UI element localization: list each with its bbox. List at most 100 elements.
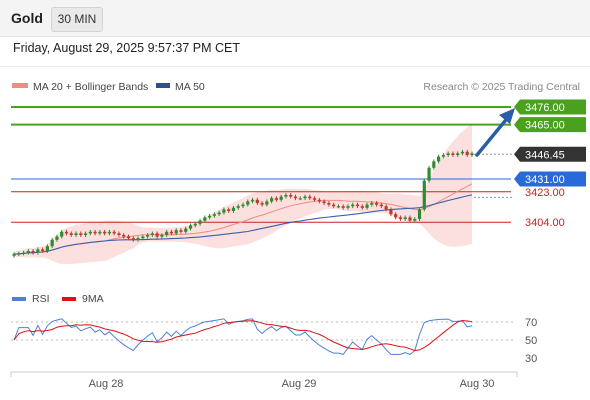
rsi-ma-legend-label: 9MA [82, 293, 104, 305]
candle-body [88, 231, 92, 234]
divider [0, 66, 590, 67]
candle-body [79, 233, 83, 235]
candle-body [193, 223, 197, 226]
support-price-label: 3423.00 [525, 187, 565, 199]
candle-body [303, 196, 307, 199]
ma20-legend-swatch [12, 83, 28, 88]
target-price-label-text: 3465.00 [525, 120, 565, 132]
candle-body [117, 233, 121, 235]
x-axis-label-aug28: Aug 28 [89, 378, 124, 390]
support-price-label-text: 3423.00 [525, 187, 565, 199]
candle-body [174, 230, 178, 234]
rsi-level-70-label: 70 [525, 317, 537, 329]
bollinger-band-fill [14, 123, 472, 265]
rsi-ma-line [13, 319, 473, 352]
candle-body [379, 204, 383, 207]
candle-body [203, 217, 207, 221]
rsi-legend-label: RSI [32, 293, 50, 305]
candle-body [184, 228, 188, 232]
candle-body [222, 209, 226, 213]
pivot-price-label-bg [514, 171, 586, 187]
candle-body [12, 254, 16, 256]
candle-body [274, 198, 278, 200]
ma50-legend-label: MA 50 [175, 81, 205, 93]
rsi-legend-swatch [12, 297, 26, 301]
candle-body [64, 231, 69, 234]
target-price-label-text: 3476.00 [525, 102, 565, 114]
candle-body [255, 199, 259, 203]
x-axis-label-aug30: Aug 30 [460, 378, 495, 390]
candles [12, 149, 474, 258]
candle-body [141, 236, 145, 239]
target-price-label-bg [514, 99, 586, 115]
candle-body [31, 251, 35, 253]
support-price-label-text: 3404.00 [525, 217, 565, 229]
candle-body [293, 196, 298, 199]
timeframe-button[interactable]: 30 MIN [51, 7, 103, 32]
last-price-price-label-text: 3446.45 [525, 149, 565, 161]
x-axis-label-aug29: Aug 29 [282, 378, 317, 390]
candle-body [327, 203, 331, 205]
candle-body [112, 231, 116, 234]
target-price-label-bg [514, 117, 586, 133]
candle-body [437, 156, 441, 162]
candle-body [355, 204, 360, 207]
candle-body [265, 201, 269, 205]
candle-body [417, 209, 422, 219]
target-price-label: 3465.00 [514, 117, 586, 133]
last-price-price-label: 3446.45 [514, 146, 586, 162]
bollinger-band [14, 123, 472, 265]
pivot-price-label-text: 3431.00 [525, 174, 565, 186]
candle-body [136, 238, 140, 240]
candle-body [422, 180, 426, 210]
candle-body [155, 233, 159, 237]
candle-body [227, 209, 231, 211]
candle-body [179, 230, 183, 232]
candle-body [45, 246, 49, 251]
candle-body [60, 231, 64, 237]
symbol-title: Gold [11, 10, 43, 26]
ma20-legend-label: MA 20 + Bollinger Bands [33, 81, 148, 93]
candle-body [241, 204, 245, 207]
candle-body [456, 153, 460, 155]
candle-body [250, 199, 255, 202]
candle-body [126, 236, 131, 239]
candle-body [346, 206, 350, 208]
timestamp: Friday, August 29, 2025 9:57:37 PM CET [13, 41, 240, 55]
rsi-ma-legend-swatch [62, 297, 76, 301]
candle-body [332, 204, 336, 207]
candle-body [160, 235, 164, 237]
candle-body [165, 231, 169, 235]
x-axis: Aug 28 Aug 29 Aug 30 [10, 371, 518, 390]
candle-body [284, 195, 288, 197]
rsi-legend: RSI 9MA [12, 293, 104, 305]
rsi-level-30-label: 30 [525, 353, 537, 365]
candle-body [389, 209, 393, 215]
candle-body [169, 231, 174, 234]
candle-body [336, 206, 341, 208]
candle-body [341, 206, 345, 208]
candle-body [413, 219, 417, 221]
target-arrow-shaft [475, 119, 507, 157]
ma50-legend-swatch [156, 83, 170, 88]
candle-body [55, 236, 59, 240]
candle-body [317, 199, 321, 202]
candle-body [198, 220, 202, 224]
candle-body [260, 203, 264, 205]
target-price-label: 3476.00 [514, 99, 586, 115]
candle-body [408, 217, 412, 221]
candle-body [217, 212, 221, 215]
candle-body [298, 198, 302, 200]
candle-body [36, 249, 40, 253]
candle-body [50, 239, 54, 247]
candle-body [103, 231, 107, 234]
candle-body [208, 215, 212, 218]
pivot-price-label: 3431.00 [514, 171, 586, 187]
candle-body [74, 233, 78, 235]
candle-body [150, 233, 154, 235]
candle-body [289, 195, 293, 197]
candle-body [365, 204, 369, 208]
candle-body [21, 252, 26, 254]
